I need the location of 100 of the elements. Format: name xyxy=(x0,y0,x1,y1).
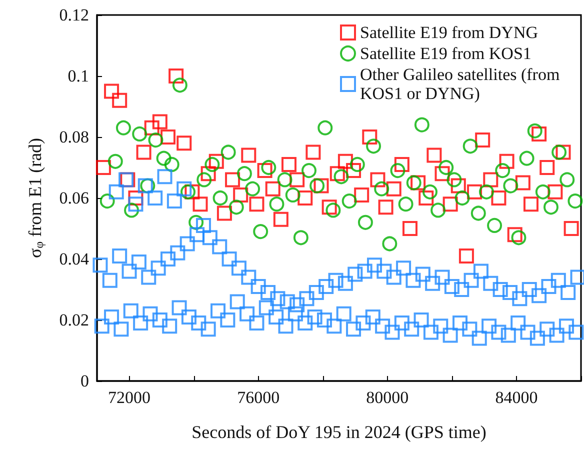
y-tick-label: 0 xyxy=(80,372,89,390)
x-tick-label: 76000 xyxy=(237,388,280,407)
point xyxy=(532,126,547,142)
point xyxy=(487,218,502,233)
point xyxy=(462,138,478,154)
y-tick-label: 0.06 xyxy=(59,188,89,208)
point xyxy=(298,190,313,206)
point xyxy=(386,181,402,196)
point xyxy=(422,184,438,200)
point xyxy=(338,154,353,169)
point xyxy=(176,136,192,151)
point xyxy=(184,184,200,200)
point xyxy=(269,196,284,212)
point xyxy=(354,187,370,202)
point xyxy=(322,200,337,215)
point xyxy=(257,163,272,178)
point xyxy=(560,172,575,188)
point xyxy=(172,78,188,93)
point xyxy=(200,166,216,182)
point xyxy=(478,184,494,200)
point xyxy=(228,200,244,215)
point xyxy=(180,184,196,200)
point xyxy=(548,184,563,200)
point xyxy=(116,120,131,136)
point xyxy=(290,172,305,188)
point xyxy=(450,178,466,194)
point xyxy=(100,194,115,209)
point xyxy=(446,172,462,188)
point xyxy=(370,172,386,188)
point xyxy=(245,181,260,196)
point xyxy=(220,144,236,160)
point xyxy=(273,212,288,227)
x-tick-label: 80000 xyxy=(366,388,409,407)
point xyxy=(306,144,321,160)
point xyxy=(519,150,534,166)
point xyxy=(334,169,349,184)
point xyxy=(442,196,458,212)
point xyxy=(204,156,220,172)
point xyxy=(136,144,152,160)
point xyxy=(568,194,583,209)
point xyxy=(236,166,252,182)
point xyxy=(249,196,264,212)
point xyxy=(212,190,228,206)
point xyxy=(499,154,514,169)
point xyxy=(108,154,123,169)
point xyxy=(378,200,394,215)
point xyxy=(302,163,316,178)
point xyxy=(326,202,341,218)
point xyxy=(293,230,308,246)
x-axis-title: Seconds of DoY 195 in 2024 (GPS time) xyxy=(192,422,486,442)
y-tick-label: 0.08 xyxy=(59,128,89,146)
y-tick-label: 0.04 xyxy=(59,250,90,268)
x-tick-label: 72000 xyxy=(108,388,151,407)
point xyxy=(160,130,176,144)
x-tick-label: 84000 xyxy=(495,388,538,407)
point xyxy=(310,178,325,194)
point xyxy=(564,221,579,236)
point xyxy=(104,84,120,99)
point xyxy=(346,163,362,178)
point xyxy=(196,172,212,188)
point xyxy=(342,194,357,209)
point xyxy=(552,144,567,160)
point xyxy=(285,187,300,202)
point xyxy=(507,227,522,242)
point xyxy=(511,230,526,246)
point xyxy=(544,200,558,215)
point xyxy=(454,190,470,206)
point xyxy=(140,178,156,194)
point xyxy=(152,114,168,130)
point xyxy=(225,172,240,188)
point xyxy=(527,123,542,138)
point xyxy=(366,138,382,154)
point xyxy=(418,190,434,206)
point xyxy=(406,175,422,190)
point xyxy=(265,181,280,196)
point xyxy=(398,196,414,212)
point xyxy=(281,156,296,172)
point xyxy=(374,181,390,196)
point xyxy=(112,92,128,108)
y-tick-label: 0.02 xyxy=(59,310,89,330)
point xyxy=(164,156,180,172)
y-axis-title: σφ from E1 (rad) xyxy=(25,138,46,258)
point xyxy=(156,150,172,166)
point xyxy=(410,175,426,190)
point xyxy=(430,202,446,218)
point xyxy=(253,224,268,240)
point xyxy=(394,156,410,172)
point xyxy=(132,126,148,142)
point xyxy=(426,148,442,163)
point xyxy=(350,156,365,172)
point xyxy=(438,160,454,175)
point xyxy=(503,178,518,194)
point xyxy=(491,190,506,206)
point xyxy=(144,120,160,136)
point xyxy=(467,184,482,200)
point xyxy=(277,172,292,188)
point xyxy=(556,144,571,160)
point xyxy=(168,68,184,84)
point xyxy=(96,160,111,175)
point xyxy=(434,166,450,182)
